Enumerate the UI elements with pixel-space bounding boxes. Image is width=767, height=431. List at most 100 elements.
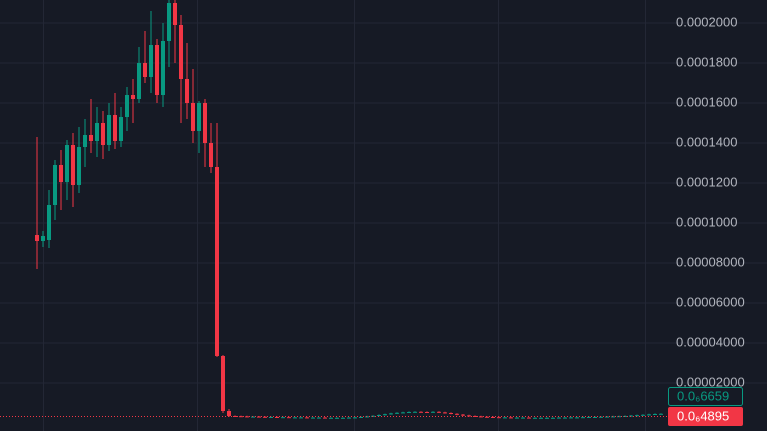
candle-body [455, 413, 459, 415]
candle-body [557, 417, 561, 419]
candle-body [335, 417, 339, 419]
candle-body [221, 356, 225, 411]
candle-body [167, 3, 171, 41]
price-badge-label: 0.0₆6659 [677, 388, 729, 403]
candle-body [407, 412, 411, 413]
candle-body [101, 123, 105, 145]
y-tick-label: 0.00004000 [676, 334, 745, 349]
candle-body [641, 414, 645, 416]
candle-body [509, 417, 513, 419]
y-tick-label: 0.00002000 [676, 374, 745, 389]
candle-body [305, 417, 309, 419]
candle-body [149, 45, 153, 77]
candle-body [497, 417, 501, 419]
candle-body [311, 417, 315, 419]
candle-body [653, 414, 657, 415]
candle-body [419, 411, 423, 413]
price-badge-label: 0.0₆4895 [677, 408, 729, 423]
candle-body [587, 417, 591, 418]
candle-body [89, 135, 93, 141]
candle-body [281, 417, 285, 419]
candle-body [461, 414, 465, 416]
candle-body [119, 117, 123, 141]
candle-body [251, 416, 255, 418]
candle-body [539, 417, 543, 419]
candle-body [599, 416, 603, 418]
candle-body [635, 415, 639, 417]
candle-body [389, 413, 393, 415]
candle-body [299, 417, 303, 419]
candle-body [443, 412, 447, 414]
candle-body [341, 417, 345, 419]
candle-body [59, 165, 63, 182]
candle-body [431, 411, 435, 413]
price-badge-filled [668, 407, 743, 426]
candle-body [425, 412, 429, 413]
y-tick-label: 0.00006000 [676, 294, 745, 309]
candle-body [593, 417, 597, 418]
candle-body [401, 412, 405, 414]
candle-body [293, 417, 297, 419]
candle-body [65, 145, 69, 182]
y-tick-label: 0.0001800 [676, 54, 737, 69]
candle-body [353, 417, 357, 419]
candle-body [545, 417, 549, 419]
candle-body [227, 411, 231, 416]
candle-body [317, 417, 321, 419]
candle-body [83, 135, 87, 147]
candle-body [71, 145, 75, 185]
candle-body [47, 205, 51, 240]
y-tick-label: 0.0002000 [676, 14, 737, 29]
candle-body [107, 115, 111, 145]
candle-body [533, 417, 537, 419]
candle-body [35, 235, 39, 241]
y-tick-label: 0.0001400 [676, 134, 737, 149]
y-tick-label: 0.0001000 [676, 214, 737, 229]
y-tick-label: 0.0001600 [676, 94, 737, 109]
candle-body [395, 412, 399, 414]
price-badge-outline [668, 387, 743, 406]
candle-body [113, 115, 117, 141]
price-axis: 0.00002000 0.00004000 0.00006000 0.00008000… [676, 14, 745, 389]
candle-body [659, 413, 663, 415]
candle-body [161, 41, 165, 95]
candle-body [485, 416, 489, 418]
candle-body [377, 415, 381, 416]
vertical-grid [43, 0, 646, 431]
candle-body [209, 143, 213, 167]
candle-body [179, 25, 183, 79]
candle-body [347, 417, 351, 419]
candle-body [581, 417, 585, 419]
candle-body [563, 417, 567, 419]
candle-body [143, 63, 147, 77]
candle-body [77, 147, 81, 185]
candle-body [383, 414, 387, 416]
candle-body [215, 167, 219, 356]
candle-body [323, 417, 327, 419]
candle-body [125, 95, 129, 117]
candle-body [569, 417, 573, 419]
candle-body [137, 63, 141, 99]
candle-body [329, 417, 333, 419]
candle-body [185, 79, 189, 103]
candle-body [287, 417, 291, 419]
candle-body [575, 417, 579, 419]
candle-body [647, 414, 651, 416]
candle-body [521, 417, 525, 419]
candle-body [605, 416, 609, 418]
candle-body [527, 417, 531, 419]
candle-body [263, 416, 267, 418]
candle-body [131, 95, 135, 99]
candle-body [191, 103, 195, 131]
grid [0, 22, 767, 384]
candle-body [467, 415, 471, 417]
candle-body [359, 417, 363, 418]
candle-body [41, 236, 45, 241]
candle-body [515, 417, 519, 419]
candle-body [95, 123, 99, 141]
candle-body [275, 417, 279, 418]
candle-body [173, 3, 177, 25]
candle-body [437, 411, 441, 413]
